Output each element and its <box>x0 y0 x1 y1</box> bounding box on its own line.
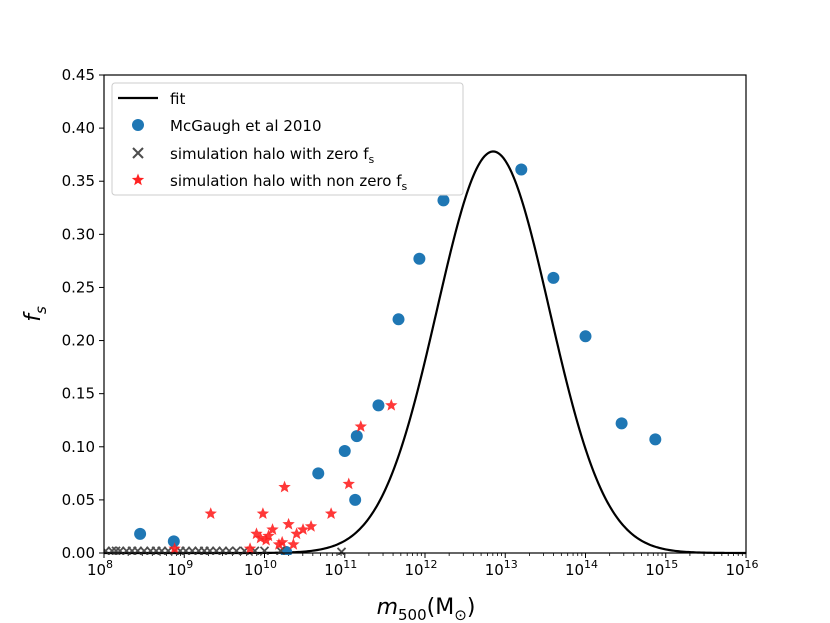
x-tick-label: 109 <box>167 558 193 579</box>
nonzero-fs-point <box>278 480 291 493</box>
nonzero-fs-point <box>243 542 257 555</box>
nonzero-fs-point <box>275 535 289 548</box>
mcgaugh-point <box>350 430 363 443</box>
nonzero-fs-point <box>204 507 217 519</box>
nonzero-fs-point <box>250 527 263 540</box>
nonzero-fs-point <box>262 529 275 542</box>
nonzero-fs-point <box>304 519 318 532</box>
x-tick-label: 1012 <box>404 558 437 579</box>
y-tick-label: 0.15 <box>62 385 95 403</box>
nonzero-fs-point <box>342 477 355 490</box>
nonzero-fs-point <box>385 398 398 411</box>
legend-label-zero: simulation halo with zero fs <box>170 145 375 166</box>
legend-nonzero-marker <box>131 173 145 186</box>
x-tick-label: 1016 <box>725 558 758 579</box>
mcgaugh-point <box>547 271 560 284</box>
y-tick-label: 0.30 <box>62 225 95 243</box>
y-tick-label: 0.10 <box>62 438 95 456</box>
y-tick-label: 0.20 <box>62 332 95 350</box>
nonzero-fs-point <box>296 523 310 535</box>
nonzero-fs-point <box>287 538 300 550</box>
mcgaugh-point <box>167 535 180 548</box>
nonzero-fs-point <box>324 507 338 519</box>
mcgaugh-point <box>615 417 628 430</box>
y-tick-label: 0.25 <box>62 278 95 296</box>
mcgaugh-point <box>515 163 528 176</box>
legend-mcgaugh-marker <box>132 119 144 131</box>
nonzero-fs-point <box>282 517 295 530</box>
y-tick-label: 0.00 <box>62 544 95 562</box>
nonzero-fs-point <box>354 420 367 432</box>
x-tick-label: 1014 <box>565 558 598 579</box>
mcgaugh-point <box>312 467 325 480</box>
mcgaugh-point <box>649 433 662 446</box>
mcgaugh-point <box>413 252 426 265</box>
nonzero-fs-point <box>290 527 303 540</box>
legend-zero-marker <box>132 147 144 159</box>
legend-label-fit: fit <box>170 90 185 108</box>
mcgaugh-point <box>338 445 351 458</box>
data-layer <box>104 150 746 555</box>
x-tick-label: 1010 <box>244 558 277 579</box>
nonzero-fs-point <box>256 507 270 519</box>
mcgaugh-point <box>437 194 450 207</box>
legend: fit McGaugh et al 2010 simulation halo w… <box>111 82 464 196</box>
nonzero-fs-point <box>168 542 181 555</box>
mcgaugh-point <box>349 493 362 506</box>
legend-label-mcgaugh: McGaugh et al 2010 <box>170 117 322 135</box>
legend-box <box>111 82 464 196</box>
x-tick-label: 1011 <box>324 558 357 579</box>
mcgaugh-point <box>392 313 405 326</box>
zero-fs-point <box>336 547 347 555</box>
y-tick-label: 0.45 <box>62 66 95 84</box>
fit-line <box>104 150 746 555</box>
legend-label-nonzero: simulation halo with non zero fs <box>170 172 408 193</box>
plot-area: 0.00 0.05 0.10 0.15 0.20 0.25 0.30 0.35 0.40 0.45… <box>62 66 759 579</box>
nonzero-fs-point <box>272 538 286 550</box>
y-tick-label: 0.05 <box>62 491 95 509</box>
nonzero-fs-point <box>266 523 279 535</box>
x-tick-label: 108 <box>87 558 113 579</box>
mcgaugh-point <box>579 330 592 343</box>
x-axis-label: m500(M⊙) <box>377 595 476 623</box>
mcgaugh-point <box>134 527 147 540</box>
x-tick-label: 1015 <box>645 558 678 579</box>
y-axis-label: fs <box>21 306 50 322</box>
y-tick-label: 0.40 <box>62 119 95 137</box>
nonzero-fs-point <box>254 531 267 544</box>
x-tick-label: 1013 <box>485 558 518 579</box>
y-tick-label: 0.35 <box>62 172 95 190</box>
mcgaugh-point <box>372 399 385 412</box>
axes-frame <box>103 74 747 554</box>
